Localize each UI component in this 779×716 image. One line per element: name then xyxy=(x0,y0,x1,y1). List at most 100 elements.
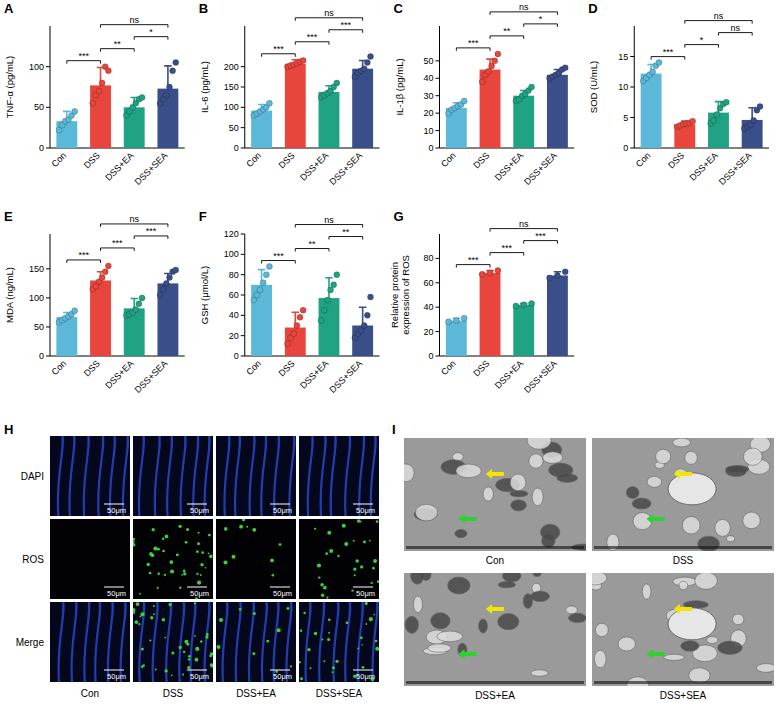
significance-label: * xyxy=(149,27,153,37)
panel-letter: G xyxy=(394,209,404,224)
y-tick xyxy=(436,258,440,259)
panel-letter: I xyxy=(392,422,396,437)
data-point xyxy=(521,302,527,308)
significance-label: * xyxy=(700,35,704,45)
row-label: Merge xyxy=(16,637,45,648)
x-tick-label: DSS+EA xyxy=(103,358,135,390)
y-tick-label: 100 xyxy=(29,293,44,303)
y-tick-label: 20 xyxy=(229,331,239,341)
data-point xyxy=(690,118,696,124)
bar xyxy=(319,92,340,148)
data-point xyxy=(105,68,111,74)
data-point xyxy=(453,318,459,324)
data-point xyxy=(711,118,717,124)
image-label: DSS+SEA xyxy=(660,690,707,701)
bar xyxy=(547,275,568,356)
y-axis xyxy=(50,234,51,356)
y-tick-label: 50 xyxy=(423,56,433,66)
data-point xyxy=(99,275,105,281)
scale-label: 50μm xyxy=(273,506,292,515)
y-tick-label: 200 xyxy=(224,62,239,72)
column-label: DSS+SEA xyxy=(316,688,363,699)
significance-label: ns xyxy=(714,11,724,21)
y-tick-label: 80 xyxy=(423,253,433,263)
image-label: DSS xyxy=(673,555,694,566)
significance-label: ** xyxy=(114,39,122,49)
x-tick-label: DSS+EA xyxy=(688,150,720,182)
scale-label: 50μm xyxy=(356,506,375,515)
significance-label: ns xyxy=(519,219,529,229)
data-point xyxy=(72,308,78,314)
bar xyxy=(480,273,501,356)
x-tick-label: DSS+EA xyxy=(103,150,135,182)
image-tile xyxy=(299,602,379,682)
significance-label: ns xyxy=(324,215,334,225)
data-point xyxy=(364,312,370,318)
image-tile xyxy=(50,519,130,599)
row-label: DAPI xyxy=(21,471,44,482)
y-tick xyxy=(241,356,245,357)
marks xyxy=(251,54,374,149)
scale-label: 50μm xyxy=(107,506,126,515)
y-tick xyxy=(436,95,440,96)
y-tick-label: 0 xyxy=(39,143,44,153)
significance-label: *** xyxy=(535,231,546,241)
y-tick xyxy=(241,127,245,128)
panel: B050100150200IL-6 (pg/mL)ConDSSDSS+EADSS… xyxy=(199,1,380,187)
panel-letter: E xyxy=(4,209,13,224)
x-tick-label: DSS+SEA xyxy=(717,150,754,187)
x-tick-label: DSS+EA xyxy=(298,150,330,182)
y-tick-label: 150 xyxy=(29,264,44,274)
marks xyxy=(640,60,763,148)
bar xyxy=(157,283,178,356)
scale-label: 50μm xyxy=(107,589,126,598)
panel-letter: F xyxy=(199,209,207,224)
panel: F020406080100120GSH (μmol/L)ConDSSDSS+EA… xyxy=(199,209,380,395)
data-point xyxy=(361,66,367,72)
image-tile xyxy=(133,602,213,682)
bar xyxy=(480,70,501,148)
data-point xyxy=(160,286,166,292)
data-point xyxy=(529,301,535,307)
y-axis-title: IL-6 (pg/mL) xyxy=(199,61,210,113)
x-tick-label: Con xyxy=(439,358,458,377)
significance-label: *** xyxy=(663,47,674,57)
panel: E050100150MDA (ng/mL)ConDSSDSS+EADSS+SEA… xyxy=(4,209,185,395)
y-tick-label: 20 xyxy=(423,327,433,337)
bar xyxy=(285,64,306,148)
y-tick-label: 5 xyxy=(623,113,628,123)
marks xyxy=(446,268,569,356)
y-tick xyxy=(436,282,440,283)
y-tick xyxy=(436,113,440,114)
data-point xyxy=(72,108,78,114)
marks xyxy=(56,60,179,148)
bar xyxy=(513,96,534,148)
y-tick-label: 0 xyxy=(428,351,433,361)
image-tile xyxy=(133,436,213,516)
significance-label: *** xyxy=(468,255,479,265)
significance-label: ns xyxy=(129,15,139,25)
bar xyxy=(446,321,467,356)
error-bar xyxy=(486,271,494,276)
x-tick-label: DSS+EA xyxy=(493,358,525,390)
data-point xyxy=(170,68,176,74)
x-tick-label: DSS xyxy=(82,150,102,170)
data-point xyxy=(133,307,139,313)
panel: D051015SOD (U/mL)ConDSSDSS+EADSS+SEA****… xyxy=(588,1,769,187)
panel-letter: H xyxy=(4,422,13,437)
significance-label: ** xyxy=(342,227,350,237)
data-point xyxy=(300,58,306,64)
bar xyxy=(446,108,467,148)
y-tick-label: 0 xyxy=(428,143,433,153)
data-point xyxy=(495,268,501,274)
image-label: DSS+EA xyxy=(475,690,515,701)
data-point xyxy=(260,280,266,286)
data-point xyxy=(334,80,340,86)
image-tile xyxy=(216,602,296,682)
y-tick xyxy=(241,274,245,275)
data-point xyxy=(547,275,553,281)
significance-label: ns xyxy=(129,214,139,224)
y-tick-label: 100 xyxy=(224,102,239,112)
significance-label: ns xyxy=(324,8,334,18)
y-tick xyxy=(46,297,50,298)
